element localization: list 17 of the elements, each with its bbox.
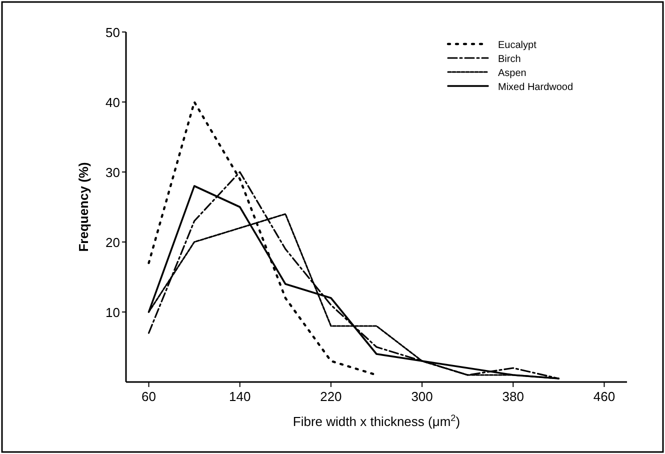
y-tick-label: 10 — [106, 305, 120, 320]
legend-label: Birch — [498, 54, 521, 65]
x-axis-title: Fibre width x thickness (μm$^{2}$) — [292, 413, 460, 429]
legend-label: Aspen — [498, 68, 526, 79]
x-tick-label: 380 — [502, 389, 524, 404]
x-tick-label: 60 — [142, 389, 156, 404]
x-tick-label: 220 — [320, 389, 342, 404]
y-tick-label: 20 — [106, 235, 120, 250]
x-tick-label: 460 — [593, 389, 616, 404]
y-tick-label: 40 — [106, 95, 120, 110]
y-tick-label: 30 — [106, 165, 120, 180]
x-tick-label: 300 — [411, 389, 433, 404]
legend-label: Mixed Hardwood — [498, 82, 574, 93]
y-tick-label: 50 — [106, 25, 120, 40]
x-tick-label: 140 — [229, 389, 251, 404]
legend-label: Eucalypt — [498, 40, 537, 51]
y-axis-title: Frequency (%) — [76, 162, 91, 252]
